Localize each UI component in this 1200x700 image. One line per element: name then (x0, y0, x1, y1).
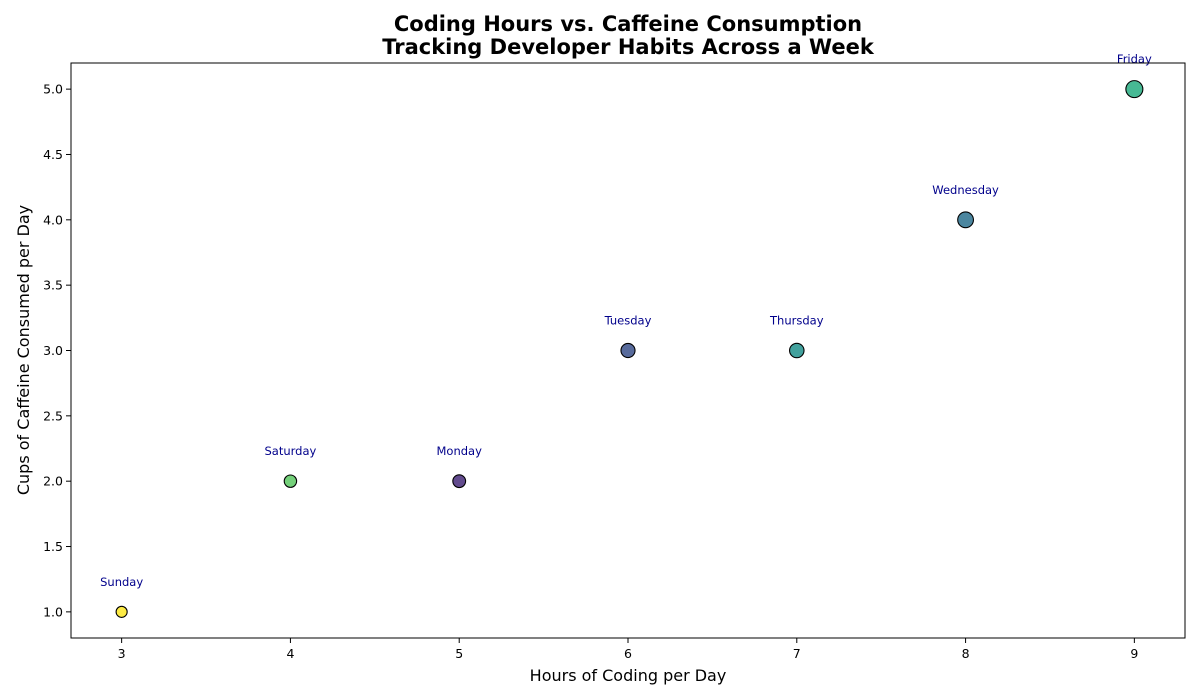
y-tick-label: 1.5 (43, 539, 63, 554)
data-points (115, 80, 1144, 618)
y-tick-label: 3.0 (43, 343, 63, 358)
data-point-labels: Monday Tuesday Wednesday Thursday Friday Satu… (100, 52, 1152, 589)
x-axis-label: Hours of Coding per Day (530, 666, 727, 685)
point-label-wednesday: Wednesday (932, 183, 999, 197)
x-tick-label: 4 (286, 646, 294, 661)
x-tick-label: 7 (793, 646, 801, 661)
y-tick-label: 4.0 (43, 212, 63, 227)
plot-frame (70, 62, 1186, 639)
data-point-wednesday (957, 211, 974, 229)
chart-title-line-1: Coding Hours vs. Caffeine Consumption (394, 12, 862, 36)
y-tick-label: 3.5 (43, 278, 63, 293)
x-tick-label: 5 (455, 646, 463, 661)
data-point-tuesday (620, 342, 636, 359)
point-label-tuesday: Tuesday (604, 314, 652, 328)
y-axis-label: Cups of Caffeine Consumed per Day (14, 205, 33, 495)
data-point-sunday (115, 605, 128, 618)
data-point-friday (1125, 80, 1144, 99)
y-tick-label: 2.5 (43, 408, 63, 423)
point-label-friday: Friday (1117, 52, 1152, 66)
data-point-saturday (283, 474, 298, 488)
point-label-monday: Monday (437, 444, 483, 458)
x-tick-label: 9 (1130, 646, 1138, 661)
chart-title-line-2: Tracking Developer Habits Across a Week (382, 35, 875, 59)
y-tick-label: 4.5 (43, 147, 63, 162)
y-tick-label: 5.0 (43, 82, 63, 97)
point-label-thursday: Thursday (769, 314, 824, 328)
x-axis-ticks: 3 4 5 6 7 8 9 (118, 638, 1138, 661)
y-tick-label: 2.0 (43, 474, 63, 489)
data-point-monday (452, 474, 467, 489)
y-tick-label: 1.0 (43, 604, 63, 619)
x-tick-label: 6 (624, 646, 632, 661)
x-tick-label: 3 (118, 646, 126, 661)
y-axis-ticks: 1.0 1.5 2.0 2.5 3.0 3.5 4.0 4.5 5.0 (43, 82, 71, 619)
x-tick-label: 8 (962, 646, 970, 661)
point-label-sunday: Sunday (100, 575, 143, 589)
data-point-thursday (789, 342, 805, 359)
point-label-saturday: Saturday (265, 444, 317, 458)
